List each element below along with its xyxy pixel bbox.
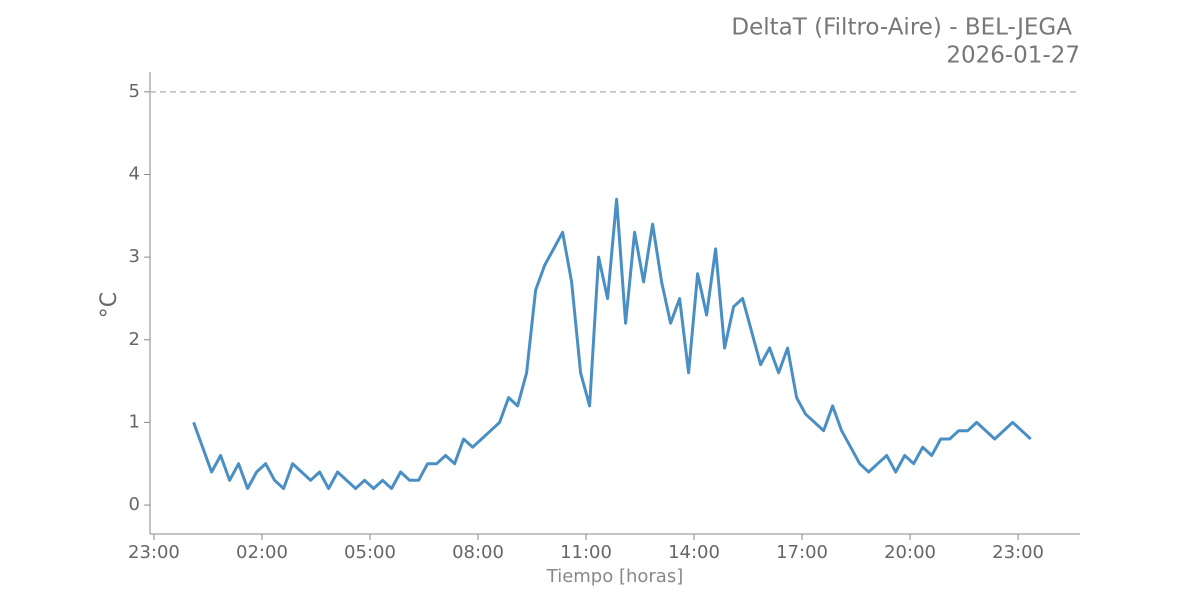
x-tick-label: 02:00 — [236, 542, 288, 563]
x-tick-label: 20:00 — [884, 542, 936, 563]
y-tick-label: 0 — [129, 494, 140, 515]
x-tick-label: 08:00 — [452, 542, 504, 563]
y-tick-label: 2 — [129, 329, 140, 350]
y-tick-label: 5 — [129, 81, 140, 102]
x-axis-label: Tiempo [horas] — [546, 566, 684, 587]
y-tick-label: 3 — [129, 246, 140, 267]
x-tick-label: 23:00 — [128, 542, 180, 563]
x-tick-label: 05:00 — [344, 542, 396, 563]
x-tick-label: 11:00 — [560, 542, 612, 563]
chart-title: DeltaT (Filtro-Aire) - BEL-JEGA — [731, 15, 1072, 41]
x-tick-label: 23:00 — [992, 542, 1044, 563]
x-tick-label: 14:00 — [668, 542, 720, 563]
y-axis-label: °C — [97, 292, 122, 318]
data-line — [192, 197, 1032, 490]
y-tick-label: 1 — [129, 411, 140, 432]
y-tick-label: 4 — [129, 163, 140, 184]
x-tick-label: 17:00 — [776, 542, 828, 563]
chart-subtitle: 2026-01-27 — [946, 43, 1080, 69]
